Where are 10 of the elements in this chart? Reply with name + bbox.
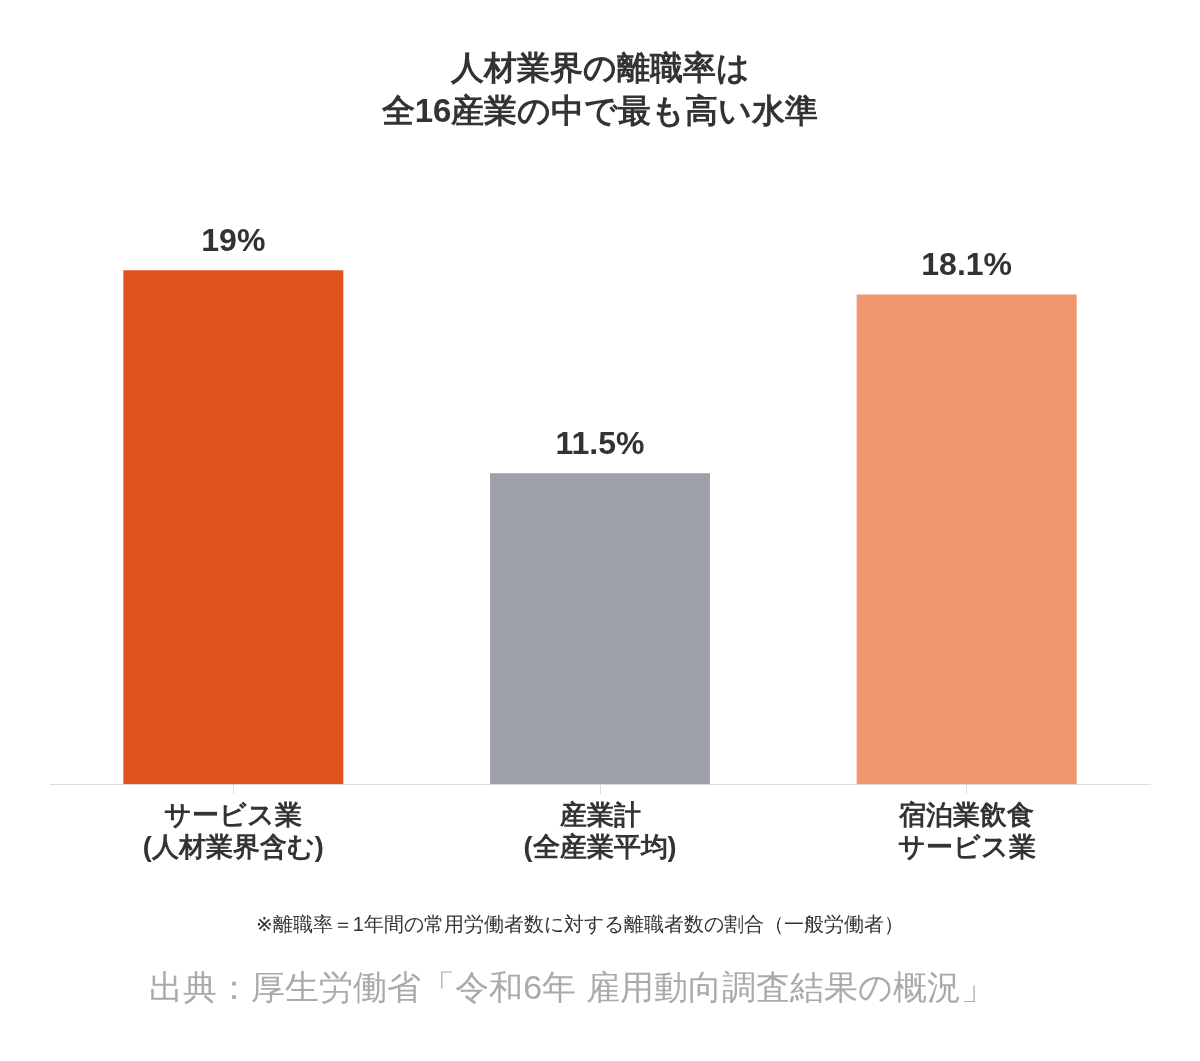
chart-subtitle: 全16産業の中で最も高い水準: [380, 92, 819, 130]
x-tick-label: 産業計 (全産業平均): [523, 799, 677, 863]
source-note: 出典：厚生労働省「令和6年 雇用動向調査結果の概況」: [149, 968, 995, 1007]
data-label: 19%: [201, 222, 266, 259]
text: ※離職率＝1年間の常用労働者数に対する離職者数の割合（一般労働者）: [256, 912, 904, 935]
data-label: 18.1%: [921, 246, 1013, 283]
x-tick-label: 宿泊業飲食サービス業: [897, 799, 1036, 863]
x-tick-label: サービス業 (人材業界含む): [142, 799, 324, 863]
chart-title: 人材業界の離職率は: [449, 48, 750, 86]
data-label: 11.5%: [555, 424, 645, 461]
